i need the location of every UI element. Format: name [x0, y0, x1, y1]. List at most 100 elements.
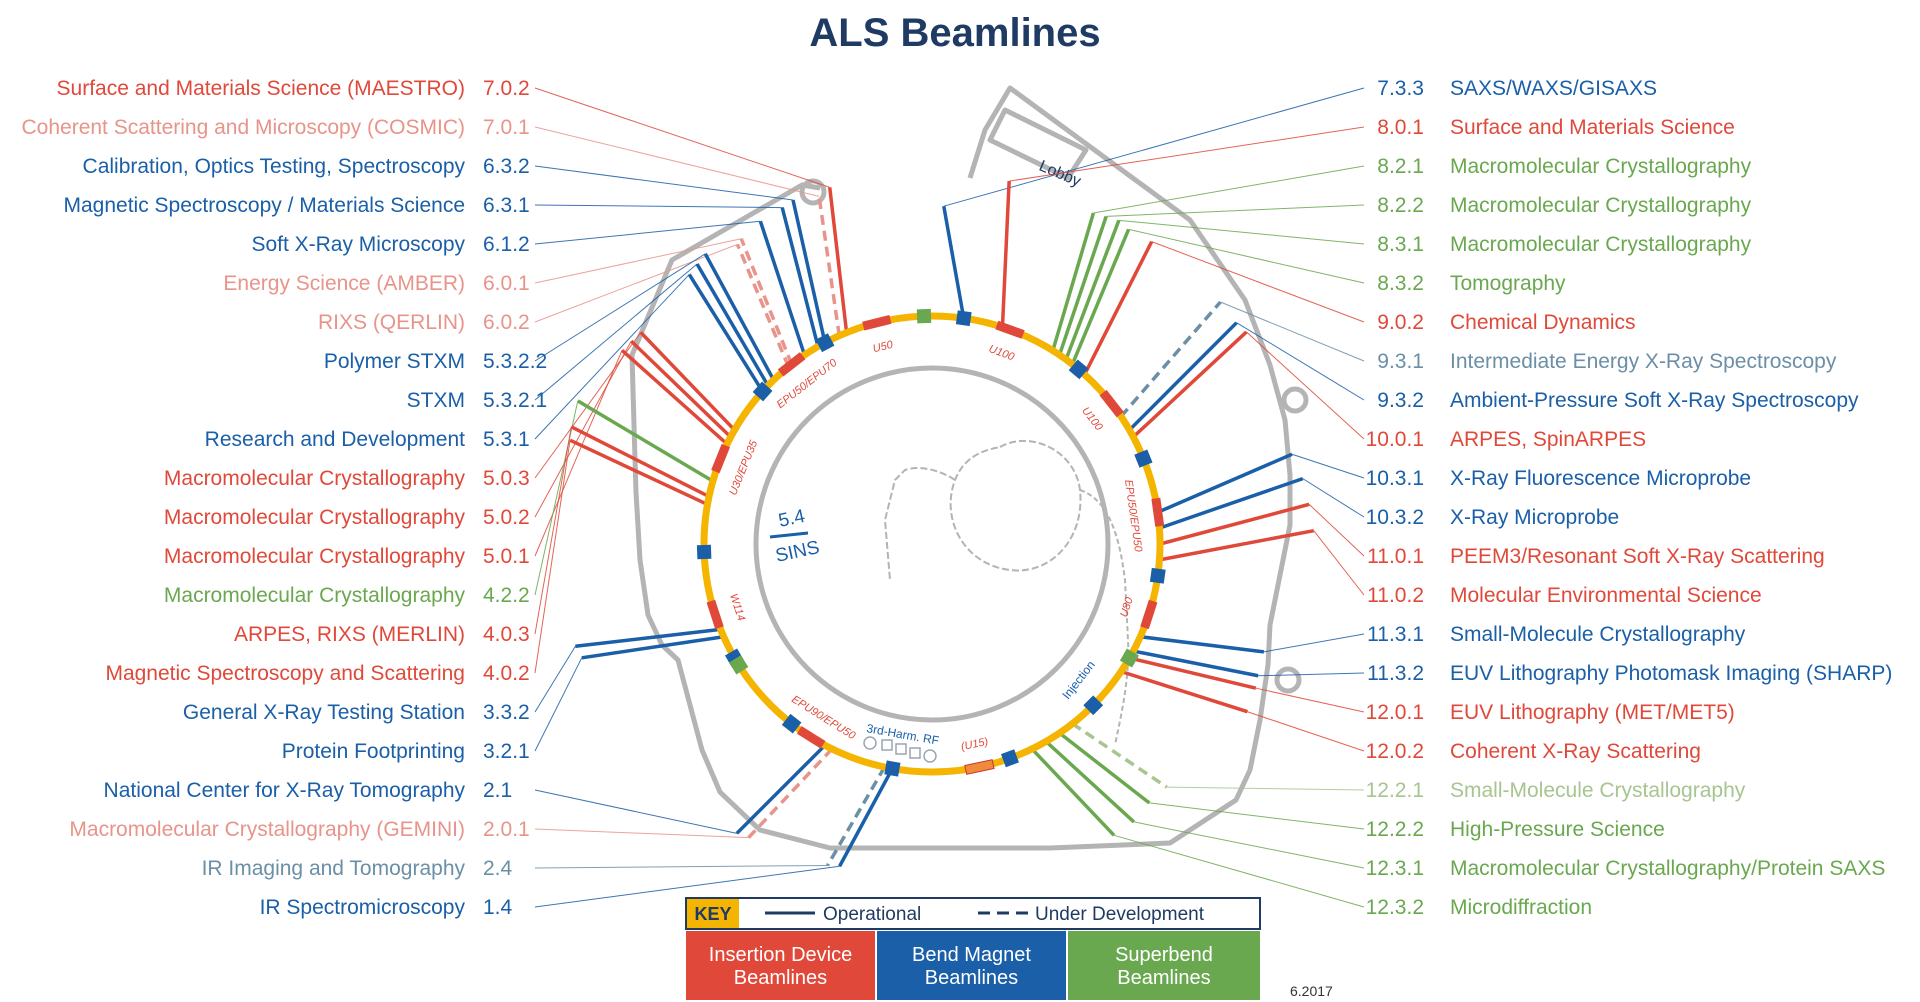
legend: KEY Operational Under Development Insert… [685, 897, 1261, 1000]
legend-superbend-label: Superbend [1115, 944, 1213, 966]
booster-path [949, 439, 1082, 572]
beamline-name: Macromolecular Crystallography [164, 545, 466, 568]
beamline-id: 6.1.2 [483, 233, 530, 256]
insertion-device-marker [777, 352, 806, 377]
beamline-id: 9.3.1 [1377, 350, 1424, 373]
beamline-name: Macromolecular Crystallography (GEMINI) [69, 818, 465, 841]
leader-line [534, 87, 830, 188]
beamline-2-4 [826, 766, 887, 867]
beamline-5-3-2-1 [695, 263, 770, 387]
page-title: ALS Beamlines [809, 11, 1100, 55]
beamline-id: 3.2.1 [483, 740, 530, 763]
beamline-name: Small-Molecule Crystallography [1450, 623, 1746, 646]
beamline-id: 5.0.2 [483, 506, 530, 529]
lobby: Lobby [987, 107, 1089, 190]
superbend-marker [728, 655, 749, 675]
leader-line [1302, 478, 1365, 518]
beamline-7-0-2 [828, 187, 849, 333]
bend-magnet-marker [752, 381, 773, 402]
bend-magnet-marker [955, 310, 972, 327]
bend-magnet-marker [1134, 449, 1153, 468]
beamline-id: 4.2.2 [483, 584, 530, 607]
beamline-6-3-1 [780, 207, 820, 347]
beamline-id: 8.2.2 [1377, 194, 1424, 217]
beamline-name: General X-Ray Testing Station [183, 701, 465, 724]
leader-line [1009, 126, 1365, 182]
insertion-device-marker [1151, 497, 1165, 527]
beamline-12-3-1 [1044, 740, 1136, 824]
rf-cavity [895, 743, 907, 755]
legend-bend-box [877, 931, 1066, 1000]
insertion-device-marker [995, 320, 1025, 339]
beamline-name: Ambient-Pressure Soft X-Ray Spectroscopy [1450, 389, 1859, 412]
beamline-8-0-1 [1000, 181, 1011, 328]
legend-operational-label: Operational [823, 904, 921, 925]
beamline-id: 6.3.2 [483, 155, 530, 178]
beamline-id: 12.2.2 [1366, 818, 1424, 841]
beamline-5-0-2 [630, 339, 732, 439]
beamline-12-3-2 [1030, 747, 1116, 837]
superbend-marker [916, 308, 932, 324]
leader-line [534, 657, 583, 752]
beamline-name: IR Spectromicroscopy [260, 896, 466, 919]
bend-magnet-marker [815, 333, 835, 353]
beamline-8-2-1 [1051, 212, 1096, 352]
insertion-device-marker [706, 599, 724, 630]
beamline-id: 10.0.1 [1366, 428, 1424, 451]
leader-line [1133, 821, 1365, 869]
leader-line [1258, 672, 1365, 677]
beamline-name: Macromolecular Crystallography [1450, 194, 1752, 217]
leader-line [1236, 322, 1365, 401]
legend-superbend-box [1068, 931, 1260, 1000]
leader-line [534, 243, 738, 323]
beamline-name: Calibration, Optics Testing, Spectroscop… [83, 155, 466, 178]
leader-line [1255, 687, 1365, 713]
beamline-8-3-2 [1070, 228, 1131, 366]
beamline-group [534, 87, 1365, 908]
beamline-name: National Center for X-Ray Tomography [104, 779, 466, 802]
leader-line [534, 274, 690, 440]
beamline-name: Coherent X-Ray Scattering [1450, 740, 1701, 763]
beamline-id: 11.0.1 [1367, 545, 1424, 568]
beamline-name: ARPES, RIXS (MERLIN) [234, 623, 465, 646]
beamline-name: Magnetic Spectroscopy and Scattering [105, 662, 465, 685]
insertion-device-marker [862, 315, 892, 331]
beamline-name: Coherent Scattering and Microscopy (COSM… [22, 116, 466, 139]
insertion-device-label: EPU50/EPU50 [1122, 479, 1144, 554]
beamline-name: STXM [407, 389, 465, 412]
insertion-device-label: (U15) [960, 736, 990, 754]
insertion-device-marker [711, 443, 731, 474]
beamline-4-2-2 [576, 399, 714, 483]
beamline-id: 8.3.2 [1377, 272, 1424, 295]
leader-line [1246, 331, 1365, 440]
insertion-device-label: W114 [727, 592, 747, 622]
leader-line [534, 865, 840, 908]
booster-ring [883, 439, 1130, 746]
beamline-name: EUV Lithography Photomask Imaging (SHARP… [1450, 662, 1892, 685]
beamline-4-0-2 [569, 438, 709, 506]
beamline-id: 2.0.1 [483, 818, 530, 841]
beamline-id: 6.3.1 [483, 194, 530, 217]
beamline-10-3-1 [1157, 452, 1293, 514]
beamline-id: 1.4 [483, 896, 513, 919]
beamline-name: Energy Science (AMBER) [223, 272, 465, 295]
version-date: 6.2017 [1290, 983, 1333, 999]
legend-key-label: KEY [694, 904, 731, 924]
beamline-id: 8.3.1 [1377, 233, 1424, 256]
beamline-id: 8.2.1 [1377, 155, 1424, 178]
beamline-id: 9.3.2 [1377, 389, 1424, 412]
beamline-name: High-Pressure Science [1450, 818, 1665, 841]
leader-line [1247, 711, 1365, 752]
leader-line [534, 220, 761, 245]
insertion-device-label: U100 [1079, 405, 1105, 434]
leader-line [1291, 453, 1365, 479]
beamline-name: X-Ray Microprobe [1450, 506, 1619, 529]
insertion-device-label: U30/EPU35 [727, 438, 760, 497]
beamline-name: Macromolecular Crystallography/Protein S… [1450, 857, 1885, 880]
beamline-name: X-Ray Fluorescence Microprobe [1450, 467, 1751, 490]
beamline-3-2-1 [581, 635, 724, 660]
beamline-11-3-1 [1140, 634, 1265, 654]
leader-line [534, 864, 828, 869]
